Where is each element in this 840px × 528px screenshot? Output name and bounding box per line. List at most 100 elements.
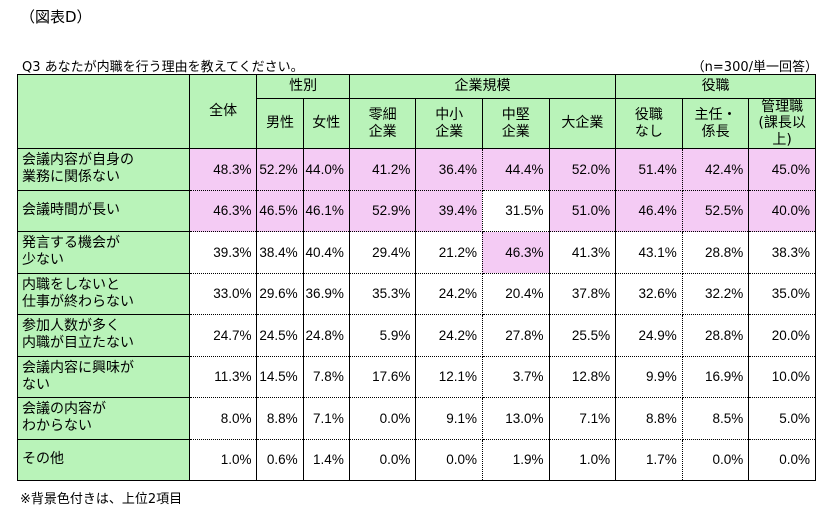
value-cell: 39.3%: [188, 231, 258, 274]
value-cell: 0.0%: [348, 397, 417, 440]
table-row: その他 1.0% 0.6% 1.4% 0.0% 0.0% 1.9% 1.0% 1.7% 0.0% 0…: [17, 438, 816, 481]
col-header-chief: 主任・ 係長: [681, 98, 750, 149]
col-header-large: 大企業: [548, 98, 617, 149]
header-group-position: 役職: [615, 74, 816, 99]
value-cell: 52.0%: [548, 148, 617, 191]
value-cell: 52.9%: [348, 189, 417, 232]
value-cell: 43.1%: [615, 231, 683, 274]
value-cell: 24.7%: [188, 314, 258, 357]
value-cell: 46.5%: [256, 189, 304, 232]
col-header-female: 女性: [302, 98, 350, 149]
value-cell: 14.5%: [256, 355, 304, 398]
table-row: 内職をしないと 仕事が終わらない 33.0% 29.6% 36.9% 35.3% 24.2%…: [17, 272, 816, 315]
value-cell: 32.2%: [681, 272, 750, 315]
row-label: 参加人数が多く 内職が目立たない: [17, 314, 190, 357]
row-label: 会議内容が自身の 業務に関係ない: [17, 148, 190, 191]
value-cell: 32.6%: [615, 272, 683, 315]
value-cell: 46.3%: [188, 189, 258, 232]
value-cell: 17.6%: [348, 355, 417, 398]
value-cell: 35.3%: [348, 272, 417, 315]
value-cell: 8.8%: [615, 397, 683, 440]
value-cell: 36.9%: [302, 272, 350, 315]
col-header-manager: 管理職 (課長以上): [748, 98, 816, 149]
footnote: ※背景色付きは、上位2項目: [20, 492, 183, 507]
value-cell: 38.4%: [256, 231, 304, 274]
value-cell: 0.0%: [681, 438, 750, 481]
value-cell: 0.0%: [415, 438, 483, 481]
value-cell: 13.0%: [481, 397, 550, 440]
value-cell: 39.4%: [415, 189, 483, 232]
value-cell: 10.0%: [748, 355, 816, 398]
figure-title: （図表D）: [20, 8, 92, 26]
value-cell: 25.5%: [548, 314, 617, 357]
value-cell: 44.0%: [302, 148, 350, 191]
value-cell: 7.1%: [302, 397, 350, 440]
value-cell: 24.2%: [415, 272, 483, 315]
value-cell: 28.8%: [681, 231, 750, 274]
value-cell: 9.1%: [415, 397, 483, 440]
table-row: 会議内容が自身の 業務に関係ない 48.3% 52.2% 44.0% 41.2% 36.4%…: [17, 148, 816, 191]
value-cell: 46.1%: [302, 189, 350, 232]
row-label: その他: [17, 438, 190, 481]
value-cell: 45.0%: [748, 148, 816, 191]
header-group-company-size: 企業規模: [348, 74, 617, 99]
value-cell: 33.0%: [188, 272, 258, 315]
row-label: 発言する機会が 少ない: [17, 231, 190, 274]
value-cell: 1.4%: [302, 438, 350, 481]
value-cell: 0.0%: [348, 438, 417, 481]
value-cell: 20.0%: [748, 314, 816, 357]
row-label: 会議の内容が わからない: [17, 397, 190, 440]
value-cell: 11.3%: [188, 355, 258, 398]
value-cell: 41.2%: [348, 148, 417, 191]
value-cell: 38.3%: [748, 231, 816, 274]
col-header-male: 男性: [256, 98, 304, 149]
value-cell: 12.8%: [548, 355, 617, 398]
value-cell: 37.8%: [548, 272, 617, 315]
header-corner: [17, 74, 190, 149]
value-cell: 40.4%: [302, 231, 350, 274]
value-cell: 52.2%: [256, 148, 304, 191]
header-total: 全体: [188, 74, 258, 149]
col-header-small: 中小 企業: [415, 98, 483, 149]
value-cell: 3.7%: [481, 355, 550, 398]
value-cell: 52.5%: [681, 189, 750, 232]
value-cell: 5.9%: [348, 314, 417, 357]
table-row: 会議時間が長い 46.3% 46.5% 46.1% 52.9% 39.4% 31.5% 51.…: [17, 189, 816, 232]
value-cell: 24.9%: [615, 314, 683, 357]
value-cell: 24.2%: [415, 314, 483, 357]
value-cell: 1.0%: [548, 438, 617, 481]
table-row: 発言する機会が 少ない 39.3% 38.4% 40.4% 29.4% 21.2% 46.3%…: [17, 231, 816, 274]
value-cell: 29.6%: [256, 272, 304, 315]
value-cell: 41.3%: [548, 231, 617, 274]
value-cell: 9.9%: [615, 355, 683, 398]
value-cell: 12.1%: [415, 355, 483, 398]
value-cell: 1.0%: [188, 438, 258, 481]
value-cell: 44.4%: [481, 148, 550, 191]
value-cell: 46.3%: [481, 231, 550, 274]
value-cell: 21.2%: [415, 231, 483, 274]
value-cell: 28.8%: [681, 314, 750, 357]
table-row: 会議の内容が わからない 8.0% 8.8% 7.1% 0.0% 9.1% 13.0% 7.1%…: [17, 397, 816, 440]
row-label: 内職をしないと 仕事が終わらない: [17, 272, 190, 315]
col-header-micro: 零細 企業: [348, 98, 417, 149]
col-header-mid: 中堅 企業: [481, 98, 550, 149]
value-cell: 5.0%: [748, 397, 816, 440]
value-cell: 1.9%: [481, 438, 550, 481]
header-group-gender: 性別: [256, 74, 350, 99]
value-cell: 1.7%: [615, 438, 683, 481]
value-cell: 48.3%: [188, 148, 258, 191]
value-cell: 51.0%: [548, 189, 617, 232]
col-header-no-position: 役職 なし: [615, 98, 683, 149]
table-row: 参加人数が多く 内職が目立たない 24.7% 24.5% 24.8% 5.9% 24.2% 2…: [17, 314, 816, 357]
value-cell: 0.0%: [748, 438, 816, 481]
value-cell: 42.4%: [681, 148, 750, 191]
value-cell: 24.5%: [256, 314, 304, 357]
value-cell: 8.8%: [256, 397, 304, 440]
value-cell: 0.6%: [256, 438, 304, 481]
value-cell: 24.8%: [302, 314, 350, 357]
value-cell: 31.5%: [481, 189, 550, 232]
row-label: 会議内容に興味が ない: [17, 355, 190, 398]
results-table: 全体 性別 企業規模 役職 男性 女性 零細 企業 中小 企業 中堅 企業 大企業 役…: [17, 74, 816, 481]
value-cell: 27.8%: [481, 314, 550, 357]
value-cell: 8.5%: [681, 397, 750, 440]
